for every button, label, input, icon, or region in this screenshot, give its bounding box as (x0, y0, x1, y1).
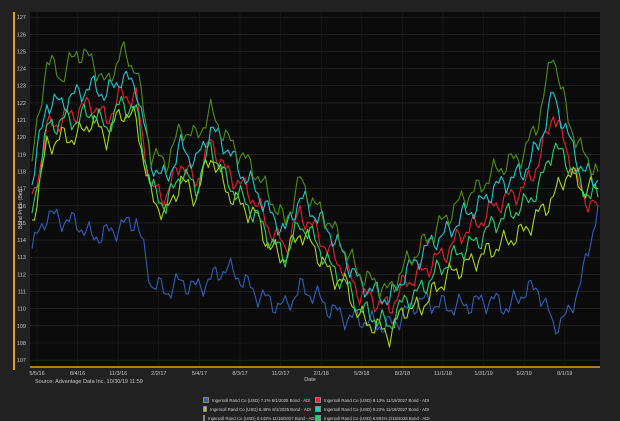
y-tick-label: 114 (17, 238, 26, 244)
y-tick-label: 126 (17, 32, 26, 38)
y-tick-labels: 107 108 109 110 111 112 113 114 115 116 117 118 119 1… (17, 15, 26, 364)
x-tick-label: 8/3/17 (232, 371, 247, 377)
legend-item: Ingersoll Rand Co (USD) 8.48% 8/1/2025 B… (203, 406, 311, 412)
x-tick-label: 1/31/19 (474, 371, 492, 377)
y-tick-label: 109 (17, 324, 26, 330)
x-tick-label: 8/4/16 (70, 371, 85, 377)
legend-item: Ingersoll Rand Co (USD) 6.891% 2/15/2028… (315, 415, 433, 421)
y-tick-label: 115 (17, 221, 26, 227)
x-tick-label: 11/3/16 (109, 371, 127, 377)
x-tick-labels: 5/5/16 8/4/16 11/3/16 2/2/17 5/4/17 8/3/17 11/… (29, 371, 572, 377)
series-line-6 (31, 95, 599, 330)
legend-item: Ingersoll Rand Co (USD) 8.13% 11/19/2027… (315, 397, 433, 403)
x-tick-label: 11/2/17 (272, 371, 290, 377)
legend-swatch (315, 406, 321, 412)
legend-label: Ingersoll Rand Co (USD) 8.13% 11/19/2027… (324, 397, 430, 403)
y-tick-label: 121 (17, 118, 26, 124)
series-line-5 (31, 41, 599, 300)
plot-area (30, 12, 600, 367)
legend-item: Ingersoll Rand Co (USD) 9.22% 11/18/2027… (315, 406, 433, 412)
x-tick-label: 5/4/17 (192, 371, 207, 377)
x-tick-label: 11/1/18 (434, 371, 452, 377)
legend-item: Ingersoll Rand Co (USD) 8.442% 11/18/202… (203, 415, 316, 421)
x-tick-label: 5/5/16 (29, 371, 44, 377)
y-tick-label: 124 (17, 67, 26, 73)
x-tick-label: 5/2/19 (517, 371, 532, 377)
series-line-4 (31, 70, 599, 306)
y-tick-label: 118 (17, 169, 26, 175)
series-lines (31, 41, 599, 348)
legend-swatch (203, 397, 209, 403)
legend-label: Ingersoll Rand Co (USD) 7.2% 6/1/2025 Bo… (212, 397, 311, 403)
y-tick-label: 112 (17, 272, 26, 278)
x-tick-label: 2/1/18 (314, 371, 329, 377)
y-tick-label: 122 (17, 101, 26, 107)
x-axis-title: Date (304, 377, 316, 383)
y-tick-label: 127 (17, 15, 26, 21)
legend-swatch (315, 397, 321, 403)
legend: Ingersoll Rand Co (USD) 7.2% 6/1/2025 Bo… (203, 397, 433, 421)
y-axis-title: Bond Price (Bid) (18, 189, 24, 229)
y-tick-label: 117 (17, 187, 26, 193)
y-tick-label: 125 (17, 49, 26, 55)
legend-item: Ingersoll Rand Co (USD) 7.2% 6/1/2025 Bo… (203, 397, 311, 403)
series-line-1 (31, 205, 599, 335)
x-tick-label: 5/3/18 (354, 371, 369, 377)
y-tick-label: 111 (18, 290, 26, 296)
y-tick-label: 110 (17, 307, 26, 313)
x-tick-label: 8/2/18 (395, 371, 410, 377)
y-tick-label: 113 (17, 255, 26, 261)
y-tick-label: 108 (17, 341, 26, 347)
legend-swatch (315, 415, 321, 421)
y-tick-label: 123 (17, 84, 26, 90)
y-tick-label: 107 (17, 358, 26, 364)
x-tick-label: 2/2/17 (151, 371, 166, 377)
legend-label: Ingersoll Rand Co (USD) 8.48% 8/1/2025 B… (210, 406, 311, 412)
y-tick-label: 120 (17, 135, 26, 141)
legend-label: Ingersoll Rand Co (USD) 8.442% 11/18/202… (208, 415, 316, 421)
source-note: Source: Advantage Data Inc. 10/30/19 11:… (35, 379, 143, 385)
series-line-3 (31, 105, 599, 348)
legend-swatch (203, 406, 208, 412)
x-tick-label: 8/1/19 (557, 371, 572, 377)
y-tick-label: 119 (17, 152, 26, 158)
y-tick-label: 116 (17, 204, 26, 210)
legend-label: Ingersoll Rand Co (USD) 9.22% 11/18/2027… (324, 406, 430, 412)
legend-swatch (203, 415, 205, 421)
legend-label: Ingersoll Rand Co (USD) 6.891% 2/15/2028… (324, 415, 430, 421)
